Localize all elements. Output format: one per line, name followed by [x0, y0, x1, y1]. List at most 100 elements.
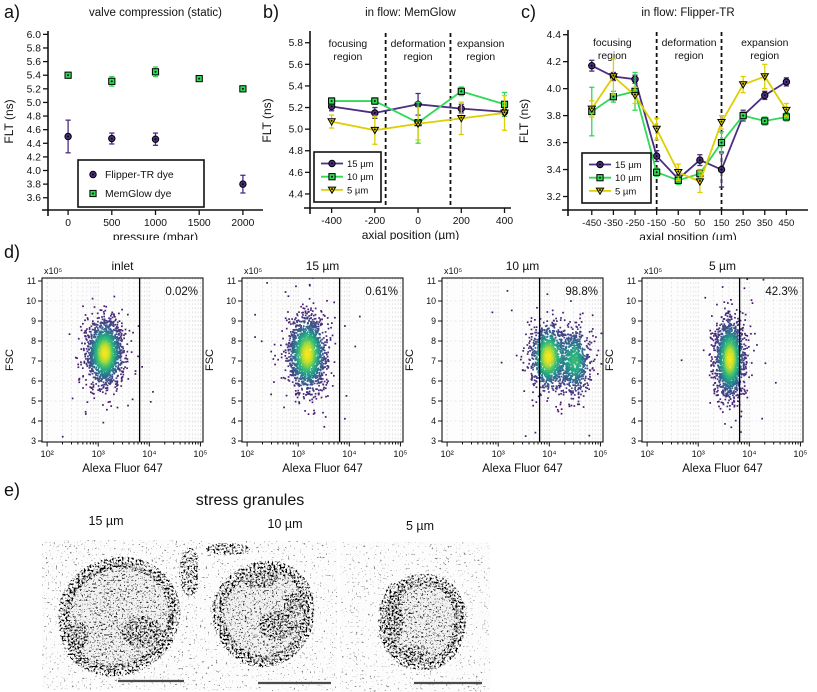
y-tick-label: 11: [627, 276, 636, 286]
subplot-title: inlet: [111, 259, 134, 273]
y-tick-label: 5: [431, 396, 436, 406]
gated-percentage: 42.3%: [765, 286, 798, 298]
granule-clump: [386, 582, 406, 602]
region-label: region: [750, 51, 779, 62]
chart-title: in flow: MemGlow: [365, 7, 456, 19]
ticks: [563, 34, 788, 215]
x-tick-label: -400: [321, 216, 342, 227]
granule-clump: [381, 594, 403, 646]
x-tick-label: 0: [415, 216, 421, 227]
region-label: region: [466, 52, 495, 63]
subplot-title: 5 µm: [709, 259, 736, 273]
region-label: expansion: [457, 39, 505, 50]
y-tick-label: 10: [426, 296, 436, 306]
panel-letter-d: d): [4, 242, 21, 262]
y-tick-label: 3.8: [547, 111, 562, 122]
x-tick-label: -150: [647, 218, 666, 229]
micrograph-label-15um: 15 µm: [88, 514, 124, 528]
legend: 15 µm 10 µm 5 µm: [313, 151, 382, 203]
x-tick-label: 10⁴: [742, 449, 756, 459]
x-tick-label: 450: [778, 218, 794, 229]
region-label: region: [404, 52, 433, 63]
y-tick-label: 6: [431, 376, 436, 386]
x-tick-label: -250: [625, 218, 644, 229]
y-tick-label: 4.4: [289, 189, 304, 200]
gated-percentage: 98.8%: [565, 286, 598, 298]
y-tick-label: 7: [431, 356, 436, 366]
x-tick-label: 50: [695, 218, 706, 229]
y-tick-label: 6.0: [27, 30, 42, 41]
y-tick-label: 3.6: [547, 138, 562, 149]
y-tick-label: 4.4: [547, 30, 562, 41]
x-tick-label: 10⁵: [593, 449, 607, 459]
flow-cytometry-5um: 3 4 5 6 7 8 9 10 11 10² 10³ 10⁴ 10⁵ 5 µm 42.3% x10⁵ FSC A…: [604, 259, 808, 475]
chart-inflow-flipper: in flow: Flipper-TR 3.2 3.4 3.6 3.8 4.0 4.2 4.4…: [517, 7, 808, 240]
y-tick-label: 3: [431, 436, 436, 446]
granule-clump: [122, 616, 162, 648]
legend-label: 10 µm: [347, 172, 374, 183]
y-tick-label: 4.2: [27, 152, 42, 163]
y-tick-label: 5.2: [289, 103, 304, 114]
y-tick-label: 9: [631, 316, 636, 326]
x-tick-label: 350: [757, 218, 773, 229]
x-tick-label: 10⁴: [142, 449, 156, 459]
y-axis-label: FSC: [604, 349, 616, 371]
y-tick-label: 4: [431, 416, 436, 426]
region-label: region: [675, 51, 704, 62]
legend-label: 10 µm: [615, 173, 642, 184]
chart-inflow-memglow: in flow: MemGlow 4.4 4.6 4.8 5.0 5.2 5.4 5.6 5.8…: [260, 7, 513, 240]
y-tick-label: 4: [31, 416, 36, 426]
y-tick-label: 10: [26, 296, 36, 306]
y-tick-label: 6: [231, 376, 236, 386]
y-tick-label: 4.0: [27, 166, 42, 177]
y-multiplier-label: x10⁵: [644, 266, 663, 276]
y-tick-label: 3.4: [547, 165, 562, 176]
y-tick-label: 4.8: [289, 146, 304, 157]
y-tick-label: 3.2: [547, 192, 562, 203]
y-tick-label: 6: [631, 376, 636, 386]
x-tick-label: 10³: [292, 449, 305, 459]
micrograph-label-10um: 10 µm: [267, 517, 303, 531]
x-tick-label: 1500: [188, 218, 211, 229]
y-tick-label: 5: [31, 396, 36, 406]
y-axis-label: FSC: [4, 349, 16, 371]
legend: Flipper-TR dye MemGlow dye: [77, 159, 205, 208]
x-tick-label: 10⁵: [193, 449, 207, 459]
micrograph-5um: [340, 542, 490, 692]
density-dots: [61, 295, 154, 438]
y-tick-label: 5.6: [27, 57, 42, 68]
y-tick-label: 4.6: [289, 168, 304, 179]
y-tick-label: 6: [31, 376, 36, 386]
region-label: deformation: [391, 39, 446, 50]
y-tick-label: 4: [231, 416, 236, 426]
plot-background: [42, 278, 203, 442]
y-tick-label: 8: [631, 336, 636, 346]
x-tick-label: 200: [453, 216, 470, 227]
y-multiplier-label: x10⁵: [244, 266, 263, 276]
y-tick-label: 4.6: [27, 125, 42, 136]
ticks: [238, 280, 401, 447]
x-tick-label: 10⁵: [793, 449, 807, 459]
y-tick-label: 3: [631, 436, 636, 446]
y-axis-label: FSC: [404, 349, 416, 371]
y-axis-label: FLT (ns): [517, 99, 531, 143]
grid: [442, 278, 603, 442]
y-tick-label: 5.2: [27, 84, 42, 95]
x-tick-label: 10⁵: [393, 449, 407, 459]
y-tick-label: 5: [631, 396, 636, 406]
region-label: region: [333, 52, 362, 63]
x-axis-label: Alexa Fluor 647: [682, 463, 763, 475]
x-tick-label: -200: [365, 216, 386, 227]
x-tick-label: 10²: [440, 449, 453, 459]
y-tick-label: 5.6: [289, 60, 304, 71]
region-label: deformation: [662, 38, 717, 49]
granule-clump: [242, 570, 278, 588]
granule-clump: [179, 548, 198, 596]
y-multiplier-label: x10⁵: [444, 266, 463, 276]
y-tick-label: 3.8: [27, 180, 42, 191]
y-tick-label: 7: [231, 356, 236, 366]
x-axis-label: Alexa Fluor 647: [482, 463, 563, 475]
x-axis-label: axial position (µm): [639, 230, 737, 240]
flow-cytometry-inlet: 3 4 5 6 7 8 9 10 11 10² 10³ 10⁴ 10⁵ inlet 0.02% x10⁵ FSC…: [4, 259, 208, 475]
x-tick-label: 10⁴: [342, 449, 356, 459]
